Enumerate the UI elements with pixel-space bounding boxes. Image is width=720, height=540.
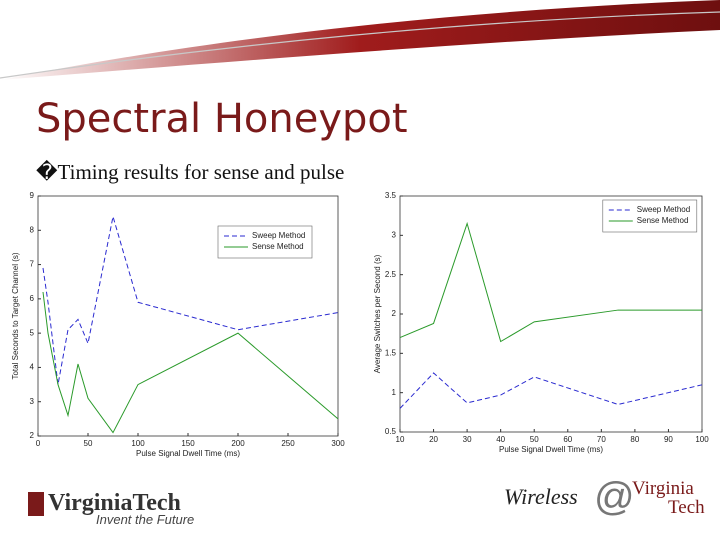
wireless-word: Wireless — [504, 484, 578, 509]
x-tick-label: 20 — [429, 435, 438, 444]
legend-box — [217, 225, 313, 259]
y-tick-label: 3 — [392, 230, 397, 239]
x-tick-label: 100 — [131, 439, 145, 448]
x-tick-label: 50 — [84, 439, 93, 448]
y-tick-label: 4 — [30, 363, 35, 372]
x-tick-label: 80 — [630, 435, 639, 444]
y-tick-label: 9 — [30, 191, 35, 200]
wireless-at: @ — [594, 475, 635, 519]
data-line — [42, 291, 339, 434]
y-tick-label: 1.5 — [385, 348, 397, 357]
x-tick-label: 70 — [597, 435, 606, 444]
y-tick-label: 3 — [30, 397, 35, 406]
y-tick-label: 0.5 — [385, 427, 397, 436]
legend-label: Sweep Method — [252, 231, 305, 240]
x-tick-label: 0 — [36, 439, 41, 448]
data-line — [399, 372, 703, 409]
y-tick-label: 5 — [30, 328, 35, 337]
y-tick-label: 1 — [392, 388, 397, 397]
x-tick-label: 90 — [664, 435, 673, 444]
y-tick-label: 2 — [392, 309, 397, 318]
x-tick-label: 60 — [563, 435, 572, 444]
legend-label: Sense Method — [252, 242, 304, 251]
vt-tagline: Invent the Future — [96, 512, 194, 527]
y-tick-label: 6 — [30, 294, 35, 303]
header-swoosh — [0, 0, 720, 80]
legend-label: Sense Method — [637, 216, 689, 225]
wireless-logo-2: Tech — [668, 497, 705, 518]
x-tick-label: 200 — [231, 439, 245, 448]
x-tick-label: 250 — [281, 439, 295, 448]
y-tick-label: 2 — [30, 431, 35, 440]
wireless-logo-1: Virginia — [632, 478, 694, 499]
y-tick-label: 2.5 — [385, 270, 397, 279]
legend-label: Sweep Method — [637, 205, 690, 214]
y-axis-label: Total Seconds to Target Channel (s) — [11, 252, 20, 379]
y-axis-label: Average Switches per Second (s) — [373, 254, 382, 373]
legend-box — [602, 199, 698, 233]
x-tick-label: 300 — [331, 439, 345, 448]
x-tick-label: 150 — [181, 439, 195, 448]
x-axis-label: Pulse Signal Dwell Time (ms) — [499, 445, 603, 454]
x-axis-label: Pulse Signal Dwell Time (ms) — [136, 449, 240, 458]
y-tick-label: 7 — [30, 260, 35, 269]
slide-title: Spectral Honeypot — [36, 96, 408, 142]
y-tick-label: 8 — [30, 225, 35, 234]
data-line — [399, 221, 702, 343]
x-tick-label: 10 — [396, 435, 405, 444]
vt-emblem — [28, 492, 44, 516]
data-line — [42, 216, 339, 385]
x-tick-label: 50 — [530, 435, 539, 444]
vt-logo: VirginiaTech — [48, 490, 181, 516]
x-tick-label: 30 — [463, 435, 472, 444]
header-line — [0, 11, 720, 79]
x-tick-label: 40 — [496, 435, 505, 444]
y-tick-label: 3.5 — [385, 191, 397, 200]
bullet-text: �Timing results for sense and pulse — [36, 159, 344, 184]
x-tick-label: 100 — [695, 435, 709, 444]
